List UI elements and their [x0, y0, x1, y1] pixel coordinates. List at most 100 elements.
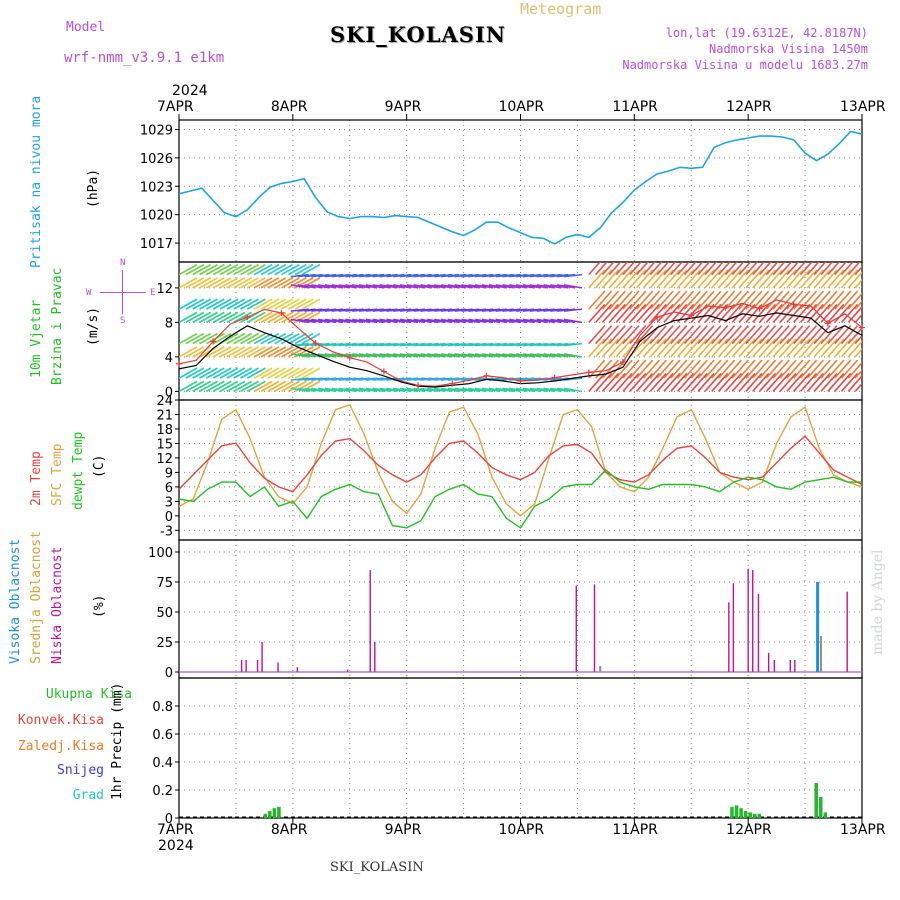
wind-marker — [244, 314, 251, 321]
wind-barb — [758, 262, 772, 276]
wind-barb — [663, 269, 681, 289]
wind-barb — [670, 372, 688, 392]
wind-barb — [738, 338, 756, 358]
wind-barb — [779, 325, 797, 345]
wind-barb — [724, 372, 742, 392]
pressure-line — [178, 130, 863, 245]
wind-barb — [502, 318, 521, 324]
wind-barb — [752, 325, 770, 345]
wind-barb — [550, 284, 569, 289]
wind-barb — [690, 290, 708, 310]
cloud-bar — [374, 642, 376, 672]
wind-barb — [179, 298, 198, 310]
wind-barb — [806, 338, 824, 358]
wind-barb — [588, 372, 606, 392]
cloud-bar — [277, 662, 279, 672]
wind-barb — [260, 277, 280, 289]
wind-barb — [543, 318, 562, 324]
wind-barb — [731, 262, 745, 276]
wind-barb — [287, 277, 307, 289]
precip-bar — [739, 808, 743, 818]
wind-barb — [629, 359, 647, 379]
wind-barb — [246, 263, 266, 276]
wind-barb — [779, 290, 797, 310]
wind-barb — [820, 372, 838, 392]
wind-barb — [799, 372, 818, 392]
wind-barb — [212, 277, 232, 289]
model-name: wrf-nmm_v3.9.1 e1km — [64, 50, 225, 66]
wind-barb — [656, 303, 674, 323]
wind-barb — [758, 269, 777, 289]
wind-barb — [656, 325, 674, 345]
wind-barb — [670, 290, 688, 310]
y-tick-label: 75 — [156, 576, 173, 591]
top-date-label: 13APR — [840, 99, 886, 115]
wind-barb — [434, 387, 453, 393]
wind-barb — [615, 303, 633, 323]
wind-barb — [642, 338, 661, 358]
wind-barb — [509, 318, 528, 324]
wind-barb — [522, 284, 542, 289]
wind-barb — [670, 359, 688, 379]
wind-barb — [358, 284, 378, 289]
wind-barb — [608, 372, 626, 392]
wind-barb — [793, 359, 811, 379]
wind-barb — [622, 325, 640, 345]
wind-barb — [745, 372, 763, 392]
bottom-date-label: 9APR — [384, 822, 422, 838]
cloud-bar — [820, 636, 823, 672]
wind-barb — [185, 380, 205, 393]
wind-barb — [297, 284, 316, 289]
wind-barb — [758, 359, 777, 379]
y-tick-label: 25 — [156, 636, 173, 651]
wind-barb — [205, 380, 225, 393]
wind-marker — [654, 314, 661, 321]
wind-barb — [440, 318, 460, 324]
wind-barb — [690, 269, 708, 289]
wind-barb — [246, 380, 266, 393]
wind-barb — [738, 359, 756, 379]
y-tick-label: 0 — [165, 666, 173, 681]
wind-barb — [711, 372, 729, 392]
wind-marker — [278, 309, 285, 316]
wind-barb — [588, 303, 606, 323]
wind-barb — [745, 262, 759, 276]
wind-barb — [813, 372, 831, 392]
precip-bar — [268, 811, 272, 818]
wind-barb — [738, 262, 752, 276]
wind-barb — [317, 387, 337, 393]
wind-barb — [557, 353, 576, 358]
wind-barb — [670, 325, 688, 345]
cloud-bar — [757, 594, 760, 672]
wind-barb — [793, 338, 811, 358]
wind-barb — [834, 262, 847, 276]
wind-barb — [799, 325, 818, 345]
wind-barb — [772, 269, 790, 289]
wind-barb — [854, 300, 862, 310]
wind-barb — [324, 353, 344, 358]
wind-barb — [260, 346, 280, 358]
y-tick-label: 12 — [156, 452, 173, 467]
wind-barb — [233, 367, 253, 379]
cloud-bar — [728, 602, 730, 672]
wind-barb — [406, 353, 426, 358]
page-title: SKI_KOLASIN — [330, 22, 506, 47]
wind-barb — [588, 338, 606, 358]
wind-barb — [246, 367, 266, 379]
wind-barb — [642, 290, 661, 310]
wind-barb — [676, 290, 695, 310]
compass-west: W — [86, 288, 92, 298]
wind-barb — [358, 353, 378, 358]
wind-barb — [786, 338, 804, 358]
wind-barb — [267, 380, 287, 393]
cloud-bar — [369, 570, 371, 672]
wind-barb — [372, 318, 391, 324]
precip-bar — [823, 812, 828, 818]
wind-barb — [219, 311, 239, 324]
wind-barb — [642, 262, 656, 276]
wind-barb — [304, 387, 323, 393]
wind-barb — [799, 303, 818, 323]
wind-barb — [267, 367, 287, 379]
wind-barb — [731, 372, 749, 392]
wind-barb — [563, 318, 583, 324]
